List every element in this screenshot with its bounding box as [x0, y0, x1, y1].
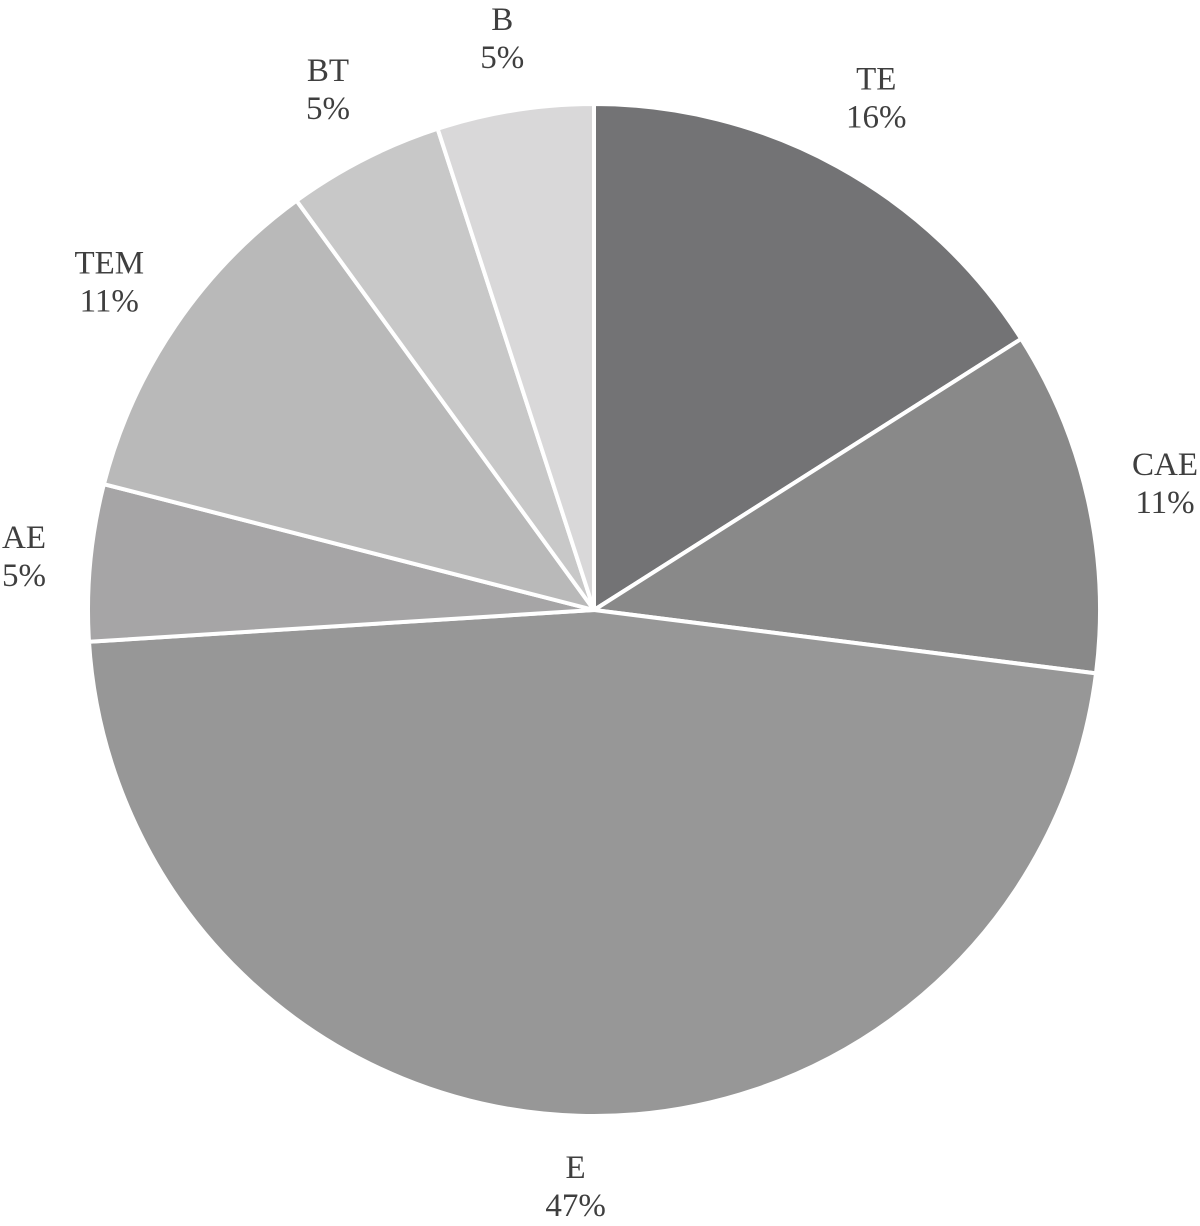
pie-label-name: CAE: [1132, 447, 1198, 483]
pie-label-bt: BT 5%: [306, 53, 350, 127]
pie-label-value: 11%: [80, 284, 139, 320]
pie-label-e: E 47%: [545, 1150, 606, 1224]
pie-label-value: 47%: [545, 1188, 606, 1224]
pie-label-tem: TEM 11%: [74, 246, 144, 320]
pie-label-te: TE 16%: [846, 62, 907, 136]
pie-slice-ae: [86, 482, 596, 644]
pie-slice-tem: [101, 198, 596, 612]
pie-label-name: E: [566, 1150, 586, 1186]
pie-label-value: 5%: [480, 40, 524, 76]
pie-label-value: 11%: [1135, 485, 1194, 521]
pie-slice-cae: [592, 336, 1102, 676]
pie-label-cae: CAE 11%: [1132, 447, 1198, 521]
pie-label-name: TE: [856, 62, 896, 98]
pie-label-name: TEM: [74, 246, 144, 282]
pie-label-b: B 5%: [480, 2, 524, 76]
pie-label-value: 16%: [846, 100, 907, 136]
pie-label-value: 5%: [306, 91, 350, 127]
pie-slice-te: [592, 102, 1024, 612]
pie-slice-b: [435, 102, 596, 612]
pie-label-name: B: [491, 2, 513, 38]
pie-label-name: BT: [307, 53, 349, 89]
pie-label-ae: AE 5%: [2, 520, 46, 594]
pie-slice-bt: [294, 126, 596, 612]
pie-slices: [86, 102, 1102, 1118]
pie-label-value: 5%: [2, 558, 46, 594]
pie-slice-e: [87, 608, 1099, 1118]
pie-label-name: AE: [2, 520, 46, 556]
